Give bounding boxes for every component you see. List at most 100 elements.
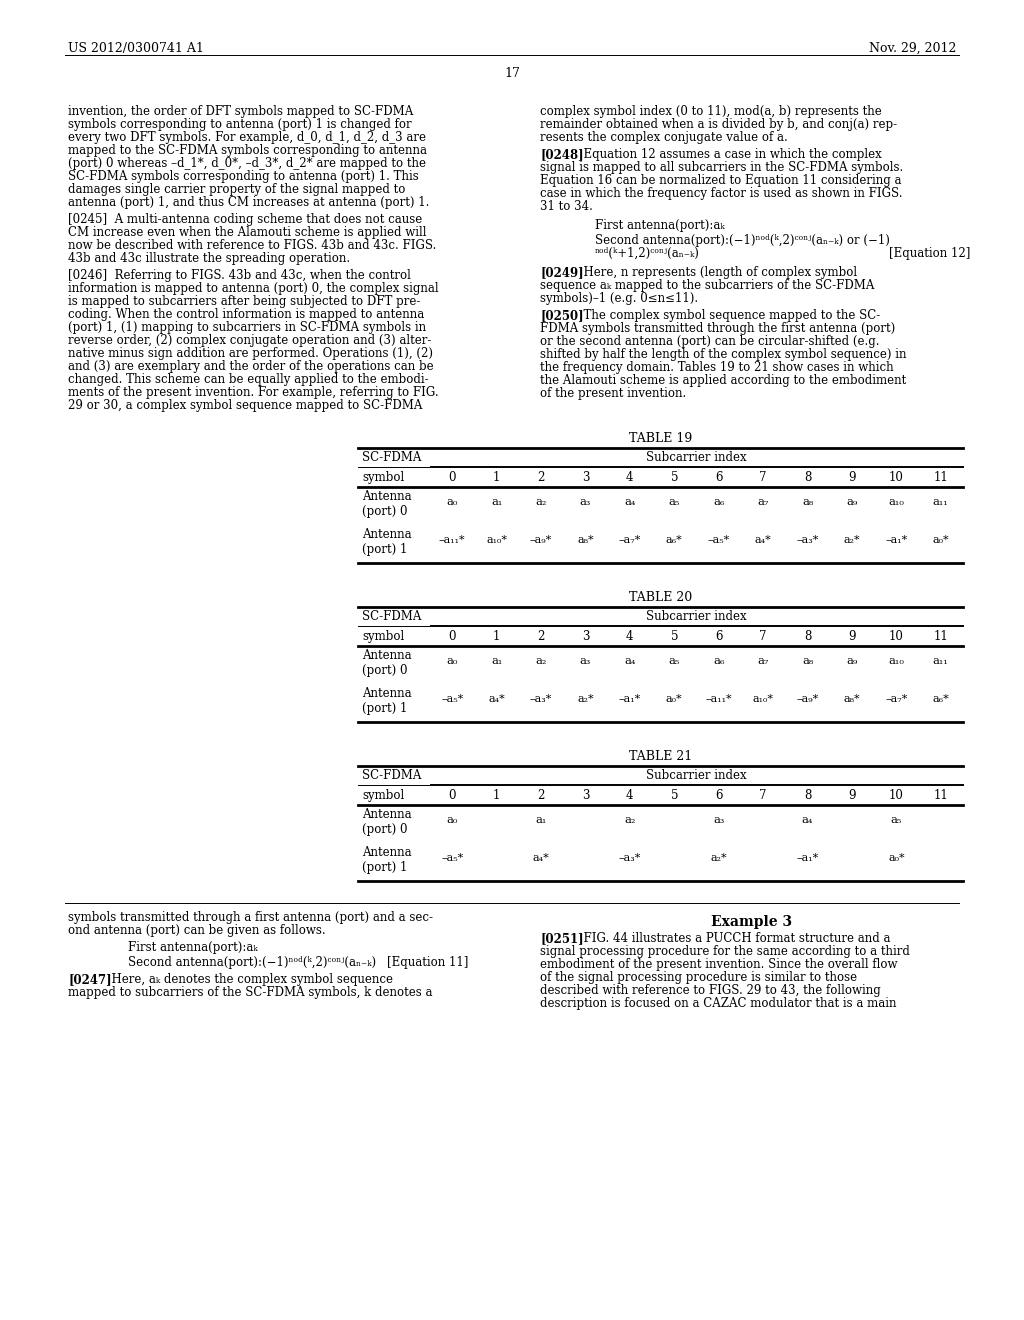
Text: –a₅*: –a₅* <box>441 694 463 704</box>
Text: Antenna
(port) 0: Antenna (port) 0 <box>362 649 412 677</box>
Text: Second antenna(port):(−1)ⁿᵒᵈ(ᵏ,2)ᶜᵒⁿʲ(aₙ₋ₖ): Second antenna(port):(−1)ⁿᵒᵈ(ᵏ,2)ᶜᵒⁿʲ(aₙ… <box>128 956 376 969</box>
Text: First antenna(port):aₖ: First antenna(port):aₖ <box>128 941 258 954</box>
Text: complex symbol index (0 to 11), mod(a, b) represents the: complex symbol index (0 to 11), mod(a, b… <box>540 106 882 117</box>
Text: symbols corresponding to antenna (port) 1 is changed for: symbols corresponding to antenna (port) … <box>68 117 412 131</box>
Text: [Equation 11]: [Equation 11] <box>387 956 468 969</box>
Text: 4: 4 <box>626 789 634 803</box>
Text: [0249]: [0249] <box>540 267 584 279</box>
Text: native minus sign addition are performed. Operations (1), (2): native minus sign addition are performed… <box>68 347 433 360</box>
Text: a₀: a₀ <box>446 814 458 825</box>
Text: 2: 2 <box>538 471 545 484</box>
Text: a₆*: a₆* <box>933 694 949 704</box>
Text: TABLE 19: TABLE 19 <box>629 432 692 445</box>
Text: [0246]  Referring to FIGS. 43b and 43c, when the control: [0246] Referring to FIGS. 43b and 43c, w… <box>68 269 411 282</box>
Text: Equation 12 assumes a case in which the complex: Equation 12 assumes a case in which the … <box>575 148 882 161</box>
Text: a₀*: a₀* <box>933 535 949 545</box>
Text: [Equation 12]: [Equation 12] <box>889 247 970 260</box>
Text: Nov. 29, 2012: Nov. 29, 2012 <box>868 42 956 55</box>
Text: 9: 9 <box>848 630 856 643</box>
Text: 17: 17 <box>504 67 520 81</box>
Text: –a₃*: –a₃* <box>797 535 819 545</box>
Text: a₈: a₈ <box>802 656 813 667</box>
Text: a₃: a₃ <box>580 498 591 507</box>
Text: remainder obtained when a is divided by b, and conj(a) rep-: remainder obtained when a is divided by … <box>540 117 897 131</box>
Text: –a₁₁*: –a₁₁* <box>706 694 732 704</box>
Text: 8: 8 <box>804 471 811 484</box>
Text: Antenna
(port) 0: Antenna (port) 0 <box>362 808 412 836</box>
Text: described with reference to FIGS. 29 to 43, the following: described with reference to FIGS. 29 to … <box>540 983 881 997</box>
Text: coding. When the control information is mapped to antenna: coding. When the control information is … <box>68 308 424 321</box>
Text: 6: 6 <box>715 471 723 484</box>
Text: sequence aₖ mapped to the subcarriers of the SC-FDMA: sequence aₖ mapped to the subcarriers of… <box>540 279 874 292</box>
Text: a₃: a₃ <box>713 814 724 825</box>
Text: 0: 0 <box>449 630 456 643</box>
Text: the Alamouti scheme is applied according to the embodiment: the Alamouti scheme is applied according… <box>540 374 906 387</box>
Text: 31 to 34.: 31 to 34. <box>540 201 593 213</box>
Text: Subcarrier index: Subcarrier index <box>646 770 746 781</box>
Text: a₅: a₅ <box>891 814 902 825</box>
Text: [0247]: [0247] <box>68 973 112 986</box>
Text: mapped to subcarriers of the SC-FDMA symbols, k denotes a: mapped to subcarriers of the SC-FDMA sym… <box>68 986 432 999</box>
Text: 7: 7 <box>760 630 767 643</box>
Text: 4: 4 <box>626 471 634 484</box>
Text: 10: 10 <box>889 789 904 803</box>
Text: a₂*: a₂* <box>711 853 727 863</box>
Text: a₇: a₇ <box>758 656 769 667</box>
Text: a₀*: a₀* <box>888 853 904 863</box>
Text: symbol: symbol <box>362 789 404 803</box>
Text: FDMA symbols transmitted through the first antenna (port): FDMA symbols transmitted through the fir… <box>540 322 895 335</box>
Text: signal is mapped to all subcarriers in the SC-FDMA symbols.: signal is mapped to all subcarriers in t… <box>540 161 903 174</box>
Text: 1: 1 <box>493 789 501 803</box>
Text: 7: 7 <box>760 471 767 484</box>
Text: TABLE 20: TABLE 20 <box>629 591 692 605</box>
Text: CM increase even when the Alamouti scheme is applied will: CM increase even when the Alamouti schem… <box>68 226 427 239</box>
Text: Antenna
(port) 0: Antenna (port) 0 <box>362 490 412 517</box>
Text: 9: 9 <box>848 471 856 484</box>
Text: Subcarrier index: Subcarrier index <box>646 451 746 465</box>
Text: shifted by half the length of the complex symbol sequence) in: shifted by half the length of the comple… <box>540 348 906 360</box>
Text: 43b and 43c illustrate the spreading operation.: 43b and 43c illustrate the spreading ope… <box>68 252 350 265</box>
Text: Example 3: Example 3 <box>711 915 792 929</box>
Text: symbols)–1 (e.g. 0≤n≤11).: symbols)–1 (e.g. 0≤n≤11). <box>540 292 698 305</box>
Text: a₂: a₂ <box>625 814 636 825</box>
Text: a₅: a₅ <box>669 656 680 667</box>
Text: a₆: a₆ <box>713 498 724 507</box>
Text: [0248]: [0248] <box>540 148 584 161</box>
Text: is mapped to subcarriers after being subjected to DFT pre-: is mapped to subcarriers after being sub… <box>68 294 421 308</box>
Text: 7: 7 <box>760 789 767 803</box>
Text: 6: 6 <box>715 789 723 803</box>
Text: 8: 8 <box>804 630 811 643</box>
Text: a₁: a₁ <box>536 814 547 825</box>
Text: 0: 0 <box>449 471 456 484</box>
Text: 2: 2 <box>538 789 545 803</box>
Text: invention, the order of DFT symbols mapped to SC-FDMA: invention, the order of DFT symbols mapp… <box>68 106 414 117</box>
Text: a₆*: a₆* <box>666 535 683 545</box>
Text: a₁₁: a₁₁ <box>933 656 948 667</box>
Text: Subcarrier index: Subcarrier index <box>646 610 746 623</box>
Text: 10: 10 <box>889 471 904 484</box>
Text: US 2012/0300741 A1: US 2012/0300741 A1 <box>68 42 204 55</box>
Text: information is mapped to antenna (port) 0, the complex signal: information is mapped to antenna (port) … <box>68 282 438 294</box>
Text: a₀: a₀ <box>446 498 458 507</box>
Text: damages single carrier property of the signal mapped to: damages single carrier property of the s… <box>68 183 406 195</box>
Text: a₇: a₇ <box>758 498 769 507</box>
Text: a₂*: a₂* <box>844 535 860 545</box>
Text: The complex symbol sequence mapped to the SC-: The complex symbol sequence mapped to th… <box>575 309 881 322</box>
Text: Antenna
(port) 1: Antenna (port) 1 <box>362 686 412 715</box>
Text: 5: 5 <box>671 630 678 643</box>
Text: 3: 3 <box>582 789 589 803</box>
Text: a₁: a₁ <box>490 656 503 667</box>
Text: –a₅*: –a₅* <box>441 853 463 863</box>
Text: SC-FDMA: SC-FDMA <box>362 610 421 623</box>
Text: 29 or 30, a complex symbol sequence mapped to SC-FDMA: 29 or 30, a complex symbol sequence mapp… <box>68 399 422 412</box>
Text: Second antenna(port):(−1)ⁿᵒᵈ(ᵏ,2)ᶜᵒⁿʲ(aₙ₋ₖ) or (−1): Second antenna(port):(−1)ⁿᵒᵈ(ᵏ,2)ᶜᵒⁿʲ(aₙ… <box>595 234 890 247</box>
Text: –a₅*: –a₅* <box>708 535 730 545</box>
Text: a₁₀: a₁₀ <box>889 498 904 507</box>
Text: symbols transmitted through a first antenna (port) and a sec-: symbols transmitted through a first ante… <box>68 911 433 924</box>
Text: Equation 16 can be normalized to Equation 11 considering a: Equation 16 can be normalized to Equatio… <box>540 174 901 187</box>
Text: a₅: a₅ <box>669 498 680 507</box>
Text: TABLE 21: TABLE 21 <box>629 750 692 763</box>
Text: reverse order, (2) complex conjugate operation and (3) alter-: reverse order, (2) complex conjugate ope… <box>68 334 431 347</box>
Text: –a₁₁*: –a₁₁* <box>439 535 466 545</box>
Text: a₈*: a₈* <box>578 535 594 545</box>
